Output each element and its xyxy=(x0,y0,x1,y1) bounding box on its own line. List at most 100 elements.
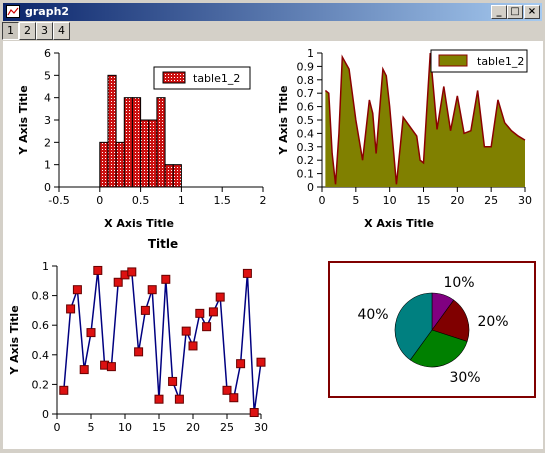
area-fill xyxy=(325,53,525,187)
hist-y-tick-label: 0 xyxy=(44,181,51,194)
line-point[interactable] xyxy=(242,268,252,278)
hist-x-axis-title: X Axis Title xyxy=(104,217,174,230)
area-y-axis-title: Y Axis Title xyxy=(277,85,290,155)
area-y-tick-label: 0.7 xyxy=(297,87,315,100)
line-y-axis-title: Y Axis Title xyxy=(8,305,21,375)
hist-y-tick-label: 5 xyxy=(44,69,51,82)
hist-bar xyxy=(107,74,117,188)
hist-bar xyxy=(172,164,182,188)
hist-x-tick-label: 0 xyxy=(96,194,103,207)
hist-x-tick-label: 0.5 xyxy=(132,194,150,207)
line-x-tick-label: 25 xyxy=(220,421,234,434)
hist-bar xyxy=(156,97,166,188)
maximize-button[interactable]: □ xyxy=(507,5,523,19)
area-y-tick-label: 0.2 xyxy=(297,154,315,167)
area-y-tick-label: 0.9 xyxy=(297,60,315,73)
area-y-tick-label: 0.1 xyxy=(297,168,315,181)
title-bar[interactable]: graph2 _ □ × xyxy=(3,3,542,21)
line-point[interactable] xyxy=(195,308,205,318)
app-icon xyxy=(6,5,20,18)
hist-x-tick-label: 1 xyxy=(178,194,185,207)
area-x-tick-label: 15 xyxy=(417,194,431,207)
area-legend-swatch xyxy=(438,54,468,67)
line-y-tick-label: 0.2 xyxy=(32,378,50,391)
line-point[interactable] xyxy=(140,305,150,315)
line-point[interactable] xyxy=(147,285,157,295)
hist-bar xyxy=(140,119,150,188)
hist-y-tick-label: 1 xyxy=(44,159,51,172)
line-point[interactable] xyxy=(66,304,76,314)
line-point[interactable] xyxy=(72,285,82,295)
area-x-tick-label: 30 xyxy=(518,194,532,207)
line-point[interactable] xyxy=(134,347,144,357)
hist-bar xyxy=(123,97,133,188)
line-point[interactable] xyxy=(168,376,178,386)
line-point[interactable] xyxy=(236,359,246,369)
hist-bar xyxy=(131,97,142,188)
pie-slice[interactable] xyxy=(394,292,433,361)
tab-2[interactable]: 2 xyxy=(19,22,36,40)
line-y-tick-label: 0.4 xyxy=(32,349,50,362)
line-point[interactable] xyxy=(154,394,164,404)
line-point[interactable] xyxy=(59,385,69,395)
line-point[interactable] xyxy=(174,394,184,404)
line-point[interactable] xyxy=(181,326,191,336)
pie-slice[interactable] xyxy=(409,329,468,368)
area-y-tick-label: 0.4 xyxy=(297,127,315,140)
graph-area: -0.5 0 0.5 1 1.5 2 0 1 2 3 4 5 6 X Axis Title Y Axis T… xyxy=(3,41,543,449)
area-x-axis-title: X Axis Title xyxy=(364,217,434,230)
hist-legend-swatch xyxy=(162,71,186,84)
hist-x-tick-label: 1.5 xyxy=(213,194,231,207)
hist-bar xyxy=(164,164,174,188)
line-point[interactable] xyxy=(113,277,123,287)
line-point[interactable] xyxy=(222,385,232,395)
hist-y-tick-label: 2 xyxy=(44,136,51,149)
hist-y-tick-label: 4 xyxy=(44,92,51,105)
area-x-tick-label: 20 xyxy=(450,194,464,207)
hist-x-tick-label: -0.5 xyxy=(48,194,69,207)
line-point[interactable] xyxy=(256,357,266,367)
pie-slice-label: 20% xyxy=(477,314,508,330)
line-point[interactable] xyxy=(93,265,103,275)
line-point[interactable] xyxy=(106,362,116,372)
area-legend-label: table1_2 xyxy=(477,55,524,68)
tab-1[interactable]: 1 xyxy=(2,22,19,40)
hist-x-tick-label: 2 xyxy=(260,194,267,207)
line-point[interactable] xyxy=(249,408,259,418)
area-series-line xyxy=(324,52,526,185)
line-x-tick-label: 30 xyxy=(254,421,268,434)
line-x-tick-label: 5 xyxy=(88,421,95,434)
tab-3[interactable]: 3 xyxy=(36,22,53,40)
pie-slice-label: 10% xyxy=(443,275,474,291)
close-button[interactable]: × xyxy=(524,5,540,19)
hist-y-tick-label: 6 xyxy=(44,47,51,60)
window-title: graph2 xyxy=(25,5,70,18)
area-y-tick-label: 0 xyxy=(307,181,314,194)
line-chart-title: Title xyxy=(148,237,178,251)
area-y-tick-label: 0.3 xyxy=(297,141,315,154)
pie-slice-label: 30% xyxy=(449,370,480,386)
line-point[interactable] xyxy=(161,274,171,284)
minimize-button[interactable]: _ xyxy=(491,5,507,19)
tab-4[interactable]: 4 xyxy=(53,22,70,40)
line-point[interactable] xyxy=(86,328,96,338)
line-point[interactable] xyxy=(188,341,198,351)
line-point[interactable] xyxy=(79,365,89,375)
line-point[interactable] xyxy=(127,267,137,277)
area-x-tick-label: 0 xyxy=(319,194,326,207)
hist-y-axis-title: Y Axis Title xyxy=(17,85,30,155)
area-x-tick-label: 5 xyxy=(352,194,359,207)
area-y-tick-label: 1 xyxy=(307,47,314,60)
line-y-tick-label: 0.6 xyxy=(32,319,50,332)
line-point[interactable] xyxy=(229,393,239,403)
line-x-tick-label: 0 xyxy=(54,421,61,434)
line-point[interactable] xyxy=(202,322,212,332)
line-point[interactable] xyxy=(215,292,225,302)
area-x-tick-label: 25 xyxy=(484,194,498,207)
line-y-tick-label: 0 xyxy=(42,408,49,421)
line-point[interactable] xyxy=(208,307,218,317)
pie-slice[interactable] xyxy=(431,299,470,342)
line-x-tick-label: 20 xyxy=(186,421,200,434)
